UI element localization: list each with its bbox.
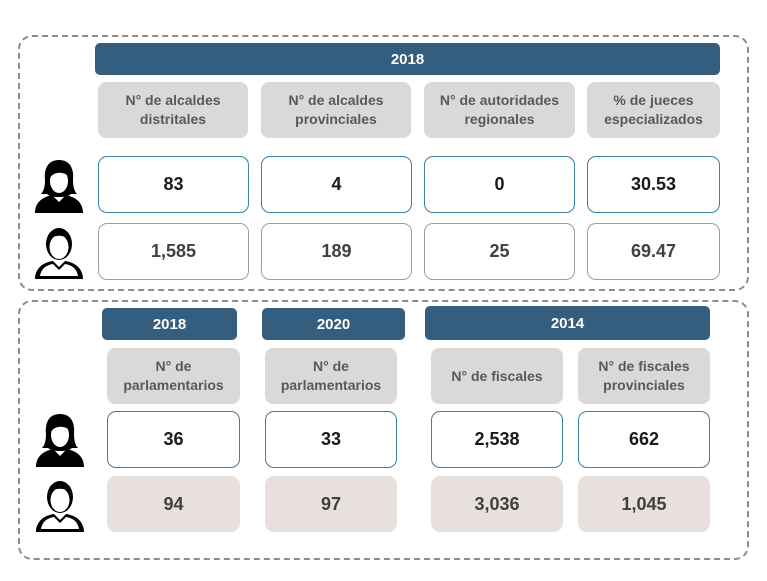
- men-parlamentarios-2020: 97: [265, 476, 397, 532]
- header-parlamentarios-2018: N° de parlamentarios: [107, 348, 240, 404]
- women-alcaldes-provinciales: 4: [261, 156, 412, 213]
- women-parlamentarios-2018: 36: [107, 411, 240, 468]
- header-alcaldes-distritales: N° de alcaldes distritales: [98, 82, 248, 138]
- men-parlamentarios-2018: 94: [107, 476, 240, 532]
- woman-icon: [35, 160, 83, 213]
- year-band-2018-top: 2018: [95, 43, 720, 75]
- men-alcaldes-provinciales: 189: [261, 223, 412, 280]
- header-fiscales: N° de fiscales: [431, 348, 563, 404]
- year-band-2020: 2020: [262, 308, 405, 340]
- top-panel: [18, 35, 749, 291]
- bottom-panel: [18, 300, 749, 560]
- women-alcaldes-distritales: 83: [98, 156, 249, 213]
- women-fiscales: 2,538: [431, 411, 563, 468]
- men-alcaldes-distritales: 1,585: [98, 223, 249, 280]
- header-fiscales-provinciales: N° de fiscales provinciales: [578, 348, 710, 404]
- women-fiscales-provinciales: 662: [578, 411, 710, 468]
- men-fiscales-provinciales: 1,045: [578, 476, 710, 532]
- men-jueces-especializados: 69.47: [587, 223, 720, 280]
- header-parlamentarios-2020: N° de parlamentarios: [265, 348, 397, 404]
- women-autoridades-regionales: 0: [424, 156, 575, 213]
- women-parlamentarios-2020: 33: [265, 411, 397, 468]
- year-band-2018-bottom: 2018: [102, 308, 237, 340]
- header-jueces-especializados: % de jueces especializados: [587, 82, 720, 138]
- men-fiscales: 3,036: [431, 476, 563, 532]
- header-autoridades-regionales: N° de autoridades regionales: [424, 82, 575, 138]
- man-icon: [36, 481, 84, 532]
- women-jueces-especializados: 30.53: [587, 156, 720, 213]
- men-autoridades-regionales: 25: [424, 223, 575, 280]
- year-band-2014: 2014: [425, 306, 710, 340]
- man-icon: [35, 228, 83, 279]
- woman-icon: [36, 414, 84, 467]
- header-alcaldes-provinciales: N° de alcaldes provinciales: [261, 82, 411, 138]
